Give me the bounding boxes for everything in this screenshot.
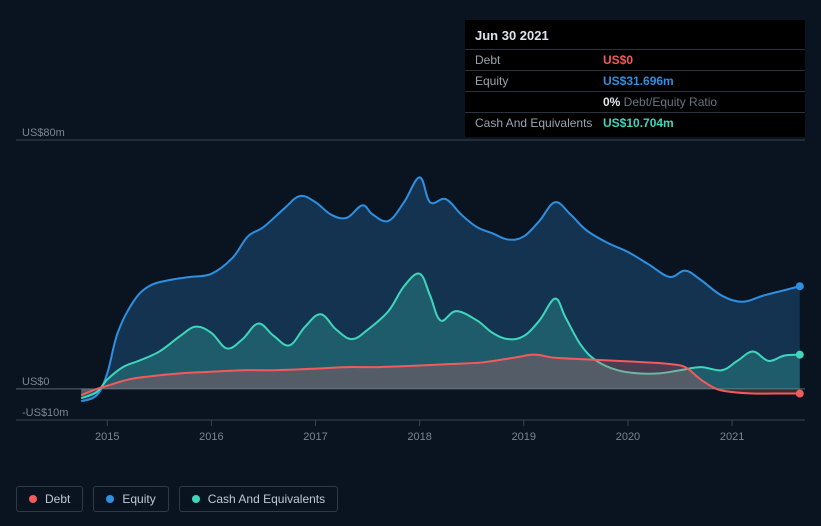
x-axis-tick-label: 2020 bbox=[616, 431, 640, 443]
legend-label-equity: Equity bbox=[122, 492, 155, 506]
tooltip-row-label: Equity bbox=[475, 74, 603, 88]
legend-label-cash: Cash And Equivalents bbox=[208, 492, 325, 506]
tooltip-row: DebtUS$0 bbox=[465, 49, 805, 70]
financials-chart[interactable]: US$80m US$0 -US$10m 2015 2016 2017 2018 2019 202… bbox=[16, 120, 805, 450]
legend-dot-equity bbox=[106, 495, 114, 503]
x-axis-tick-label: 2021 bbox=[720, 431, 744, 443]
y-axis-tick-label: -US$10m bbox=[22, 407, 68, 419]
x-axis-tick-label: 2015 bbox=[95, 431, 119, 443]
legend-dot-debt bbox=[29, 495, 37, 503]
end-marker-equity bbox=[796, 282, 804, 290]
tooltip-row-value: US$0 bbox=[603, 53, 633, 67]
legend-item-equity[interactable]: Equity bbox=[93, 486, 168, 512]
legend-item-cash[interactable]: Cash And Equivalents bbox=[179, 486, 338, 512]
legend-dot-cash bbox=[192, 495, 200, 503]
tooltip-date: Jun 30 2021 bbox=[465, 24, 805, 49]
end-marker-cash bbox=[796, 351, 804, 359]
tooltip-row: EquityUS$31.696m bbox=[465, 70, 805, 91]
chart-legend: Debt Equity Cash And Equivalents bbox=[16, 486, 338, 512]
y-axis-tick-label: US$80m bbox=[22, 127, 65, 139]
tooltip-row: 0% Debt/Equity Ratio bbox=[465, 91, 805, 112]
tooltip-row-value: 0% Debt/Equity Ratio bbox=[603, 95, 717, 109]
x-axis-tick-label: 2016 bbox=[199, 431, 223, 443]
x-axis-tick-label: 2017 bbox=[303, 431, 327, 443]
x-axis-tick-label: 2019 bbox=[512, 431, 536, 443]
y-axis-tick-label: US$0 bbox=[22, 376, 50, 388]
x-axis-tick-label: 2018 bbox=[407, 431, 431, 443]
end-marker-debt bbox=[796, 390, 804, 398]
tooltip-row-label: Debt bbox=[475, 53, 603, 67]
tooltip-row-value: US$31.696m bbox=[603, 74, 674, 88]
legend-item-debt[interactable]: Debt bbox=[16, 486, 83, 512]
legend-label-debt: Debt bbox=[45, 492, 70, 506]
